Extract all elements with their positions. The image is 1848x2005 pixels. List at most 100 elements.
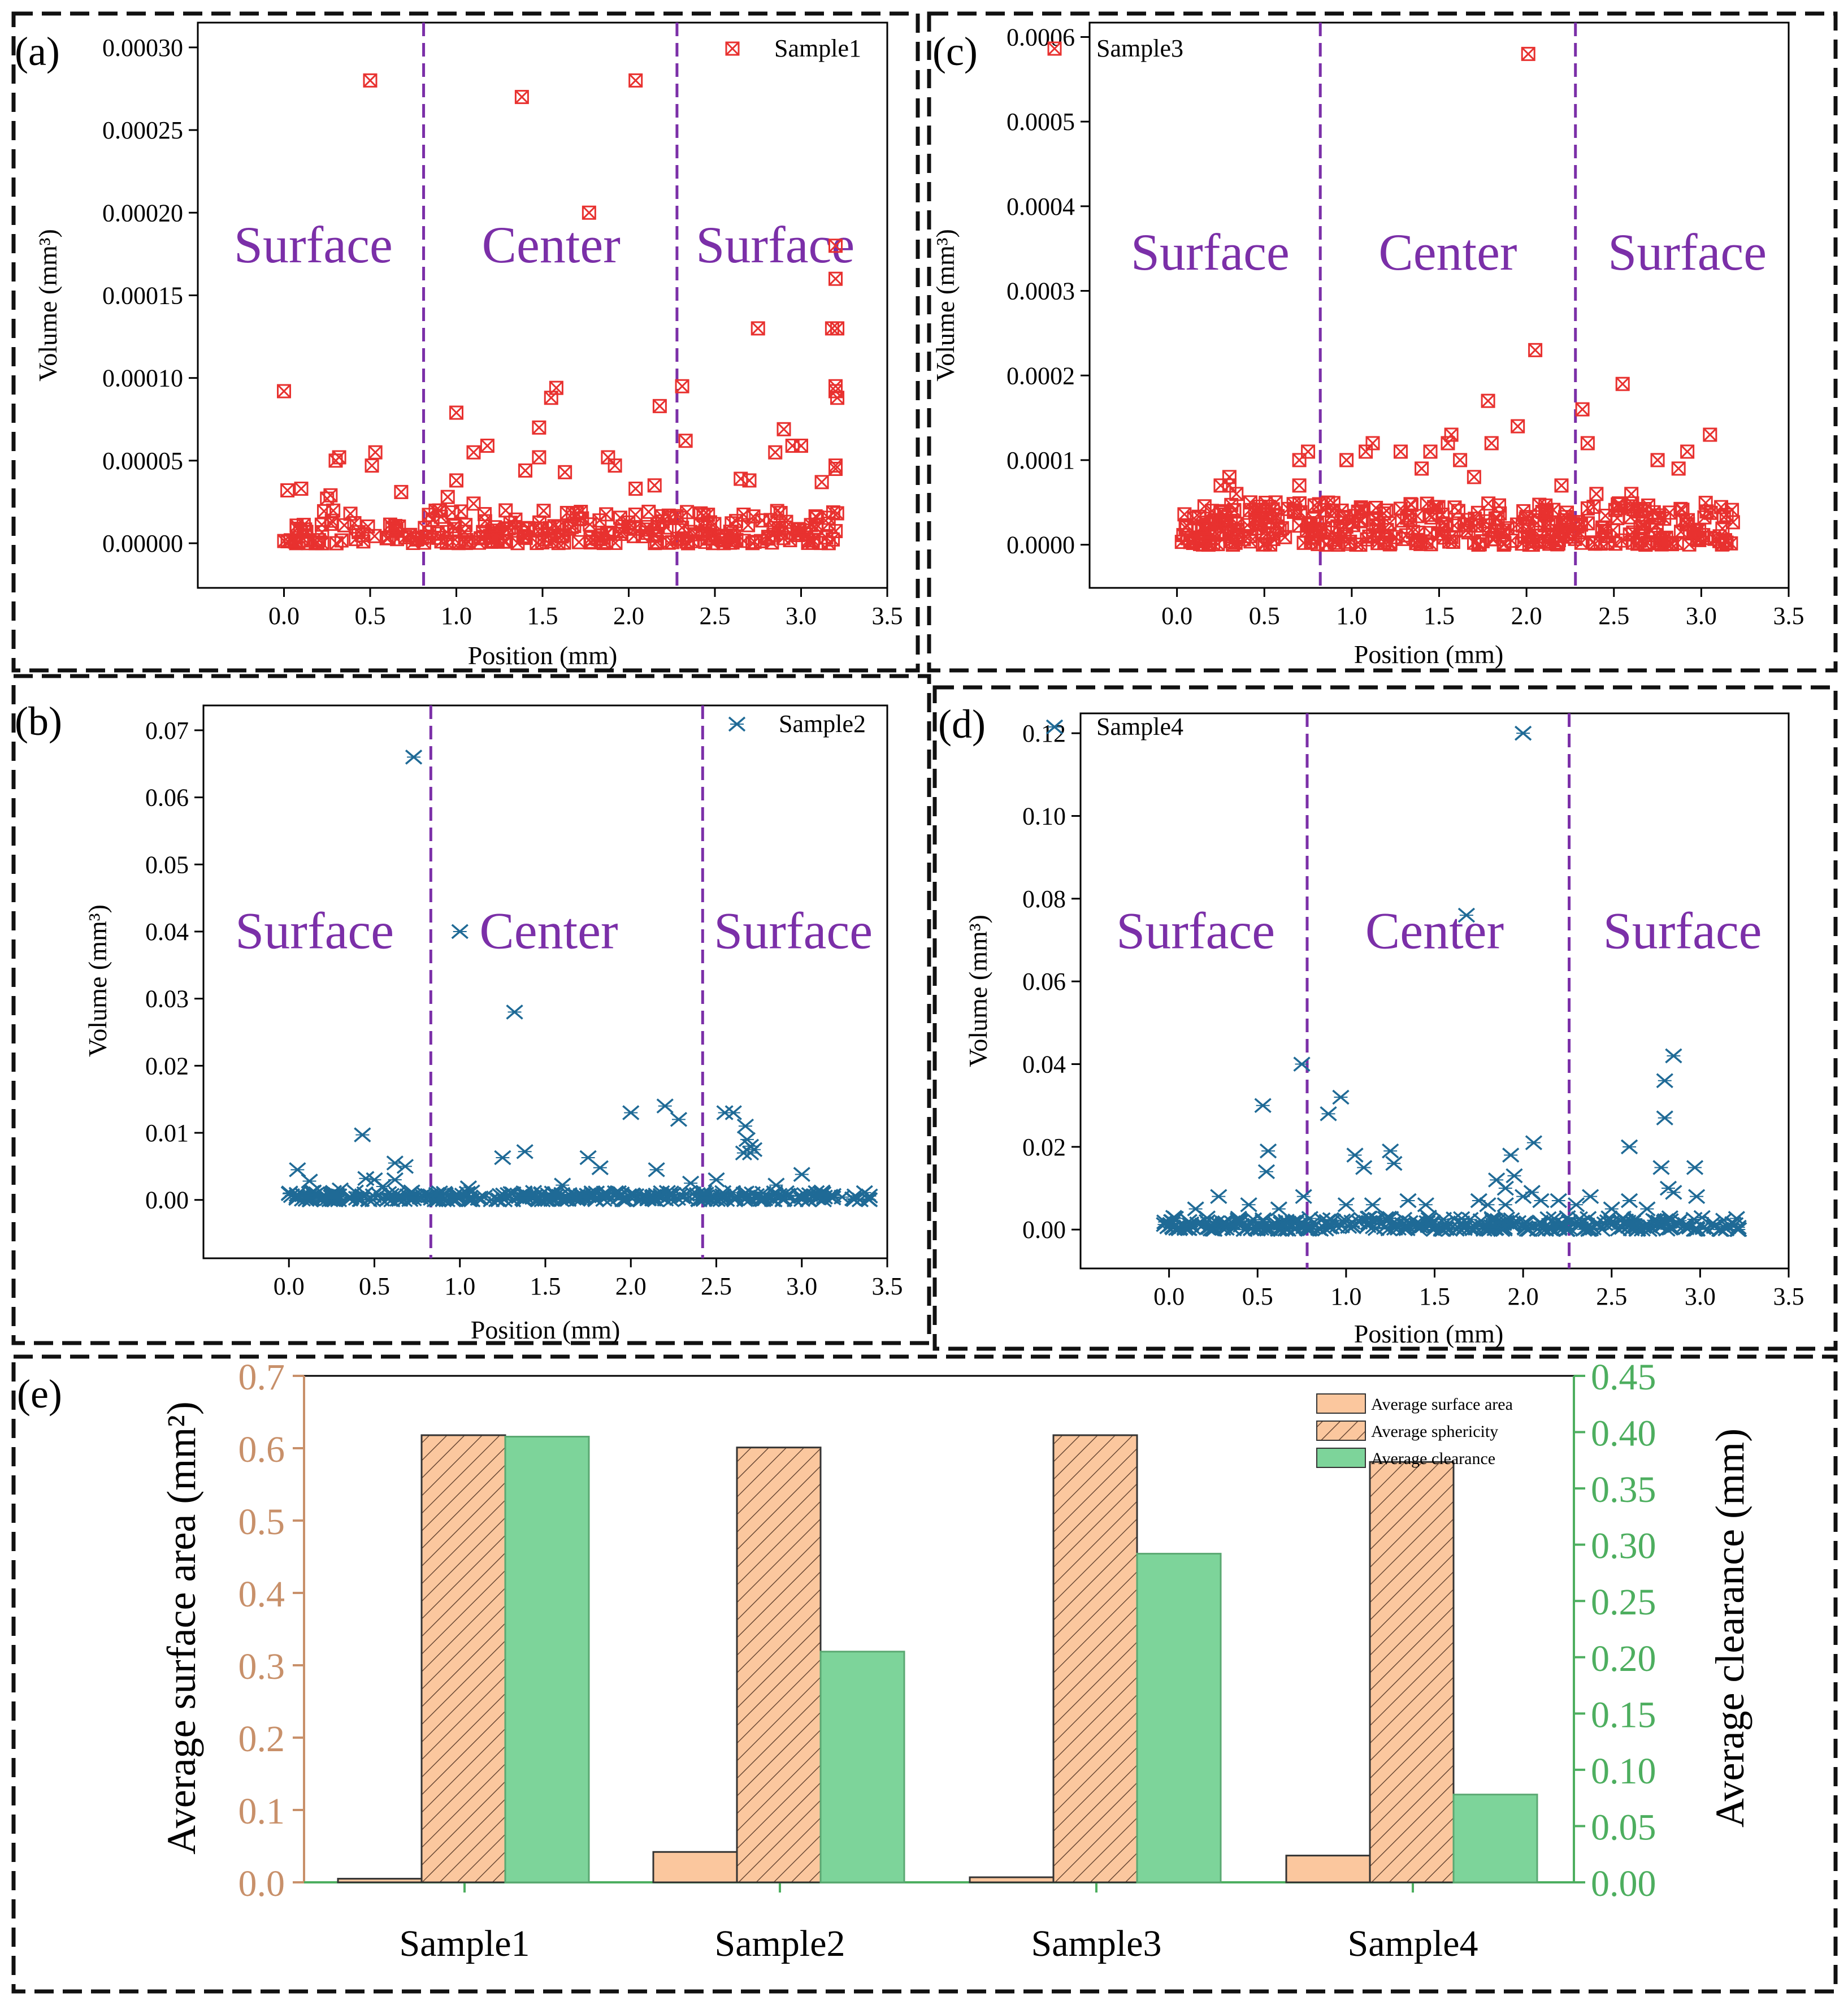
data-point — [751, 321, 765, 336]
data-point-box — [280, 483, 295, 497]
data-point-box — [562, 521, 576, 536]
data-point-d2 — [449, 473, 463, 488]
y-axis-title: Volume (mm³) — [83, 904, 112, 1057]
chart-panels: 0.0 0.5 1.0 1.5 2.0 2.5 3.0 3.5 0.00000 0.00005 0.… — [15, 21, 1804, 1964]
data-point-d2 — [518, 464, 532, 478]
panel-label: (a) — [15, 29, 60, 74]
data-point — [301, 536, 315, 551]
x-tick-label: 0.5 — [1249, 602, 1280, 630]
data-point-box — [489, 530, 504, 545]
data-point — [311, 533, 326, 548]
data-point-d2 — [294, 482, 309, 496]
data-point — [628, 507, 643, 522]
data-point-d2 — [819, 530, 834, 544]
data-point-box — [449, 473, 463, 488]
data-point-box — [830, 391, 845, 405]
x-tick-label: 3.5 — [1773, 602, 1804, 630]
data-point-d2 — [711, 529, 725, 543]
data-point — [809, 517, 824, 532]
data-point — [708, 1172, 725, 1188]
scatter-panel-c: 0.0 0.5 1.0 1.5 2.0 2.5 3.0 3.5 0.0000 0.0001 0.00… — [931, 21, 1804, 669]
data-point — [830, 391, 845, 405]
data-point — [600, 526, 614, 541]
data-point — [767, 521, 782, 535]
data-point — [1554, 478, 1569, 493]
data-point-box — [549, 380, 563, 395]
data-point-d2 — [768, 445, 782, 460]
data-point-box — [608, 458, 622, 473]
data-point-box — [814, 475, 829, 490]
data-point — [1528, 343, 1543, 357]
x-axis-title: Position (mm) — [1354, 640, 1504, 669]
y-tick-label: 0.05 — [145, 851, 189, 878]
data-point — [422, 508, 436, 522]
data-point — [1680, 444, 1695, 459]
data-point-box — [727, 529, 741, 544]
data-point-box — [764, 513, 778, 527]
data-point — [544, 391, 558, 405]
data-point-box — [736, 507, 751, 522]
data-point-d2 — [363, 73, 378, 88]
data-point-d2 — [815, 475, 829, 489]
data-point — [451, 924, 468, 939]
y-tick-label: 0.00030 — [102, 34, 183, 62]
y-tick-label: 0.00005 — [102, 447, 183, 475]
data-point-d2 — [449, 405, 463, 420]
data-point-box — [349, 532, 363, 547]
data-point-d2 — [298, 522, 312, 536]
data-point-d2 — [502, 521, 516, 535]
data-point-d2 — [422, 508, 436, 522]
data-point-d2 — [640, 520, 654, 534]
data-point-d2 — [388, 519, 402, 533]
data-point-d2 — [447, 519, 461, 533]
x-tick-label: 1.5 — [1419, 1283, 1450, 1310]
frame-c — [927, 11, 1838, 673]
data-point-d2 — [742, 473, 757, 488]
data-point-d2 — [828, 462, 843, 476]
data-point-box — [430, 526, 445, 541]
y-tick-label: 0.0002 — [1007, 362, 1075, 389]
data-point-box — [332, 450, 346, 465]
data-point-box — [819, 530, 834, 545]
data-point-box — [434, 534, 449, 549]
data-point — [790, 522, 805, 536]
data-point-box — [828, 461, 843, 476]
data-point-box — [592, 513, 607, 528]
data-point-box — [669, 509, 684, 523]
data-point — [365, 458, 379, 473]
data-point-box — [379, 531, 394, 545]
data-point — [591, 1160, 609, 1176]
data-point-d2 — [627, 529, 641, 543]
data-point-box — [501, 521, 516, 536]
x-tick-label: 1.5 — [1424, 602, 1455, 630]
data-point-d2 — [601, 450, 615, 465]
data-point-d2 — [582, 206, 596, 220]
region-label: Center — [482, 216, 621, 274]
data-point — [670, 1111, 688, 1127]
data-point-d2 — [535, 535, 549, 549]
data-point-d2 — [389, 522, 404, 536]
data-point-box — [409, 532, 424, 547]
data-point-box — [830, 506, 844, 521]
y-tick-label: 0.04 — [1022, 1051, 1066, 1079]
data-point-box — [532, 420, 546, 435]
data-point-box — [363, 73, 378, 88]
y-tick-label: 0.08 — [1022, 885, 1066, 913]
data-point-box — [809, 517, 824, 532]
data-point — [1484, 436, 1499, 451]
data-point-d2 — [675, 379, 689, 393]
data-point-d2 — [532, 450, 546, 465]
data-point — [396, 1159, 414, 1174]
data-point-d2 — [776, 422, 791, 436]
data-point-d2 — [365, 458, 379, 473]
data-point-d2 — [679, 434, 693, 448]
data-point — [294, 482, 309, 496]
x-tick-label: 3.0 — [1686, 602, 1717, 630]
data-point-box — [785, 439, 800, 453]
data-point-box — [648, 536, 662, 551]
plot-area — [197, 21, 888, 589]
data-point-d2 — [552, 536, 566, 550]
data-point-box — [794, 439, 808, 453]
data-point — [343, 506, 358, 521]
region-label: Center — [1378, 223, 1517, 281]
